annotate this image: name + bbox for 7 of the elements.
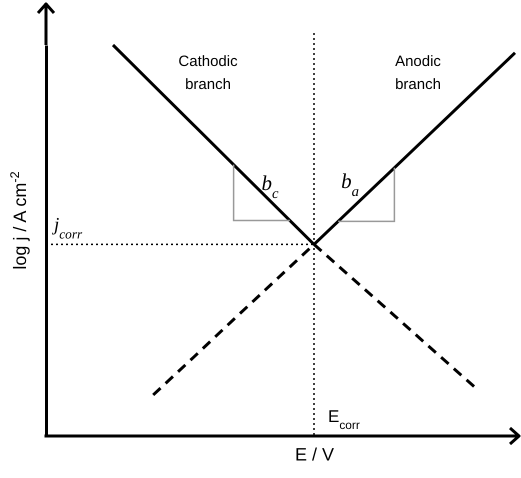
annotation: b$_{a}$	[341, 169, 359, 200]
x-axis-title: E / V	[294, 444, 334, 464]
ref-line-label: j$_{corr}$	[51, 214, 84, 241]
annotation: Cathodic branch	[178, 53, 238, 93]
text: E$_{corr}$	[328, 407, 360, 432]
annotation: b$_{c}$	[261, 171, 279, 202]
annotation: Anodic branch	[395, 53, 442, 93]
